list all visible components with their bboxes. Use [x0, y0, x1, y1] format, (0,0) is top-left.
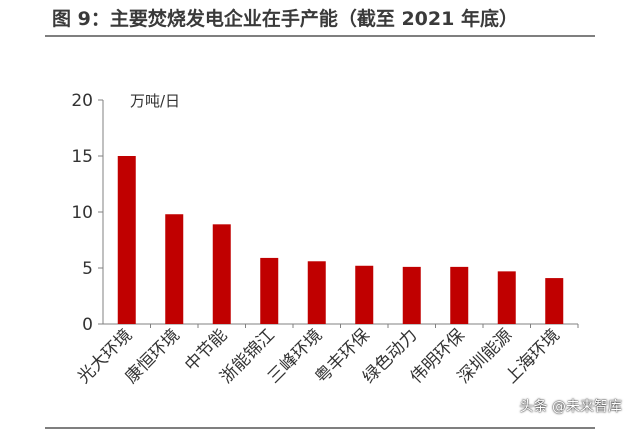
watermark: 头条 @未来智库: [519, 399, 622, 415]
bar: [165, 214, 184, 324]
bar: [117, 156, 136, 324]
y-tick-label: 20: [71, 91, 93, 111]
bar: [450, 266, 469, 324]
y-tick-label: 15: [71, 147, 93, 167]
y-tick-label: 10: [71, 203, 93, 223]
bar: [260, 257, 279, 324]
chart-title: 图 9：主要焚烧发电企业在手产能（截至 2021 年底）: [52, 8, 518, 30]
y-tick-label: 5: [82, 259, 93, 279]
bar: [497, 271, 516, 324]
bar: [355, 265, 374, 324]
y-axis-label: 万吨/日: [130, 92, 180, 110]
bar: [545, 278, 564, 324]
chart-bars: [117, 156, 564, 324]
bottom-divider: [45, 427, 595, 429]
bar: [402, 266, 421, 324]
y-tick-label: 0: [82, 315, 93, 335]
title-divider: [45, 35, 595, 37]
bar: [307, 261, 326, 324]
bar: [212, 224, 231, 324]
